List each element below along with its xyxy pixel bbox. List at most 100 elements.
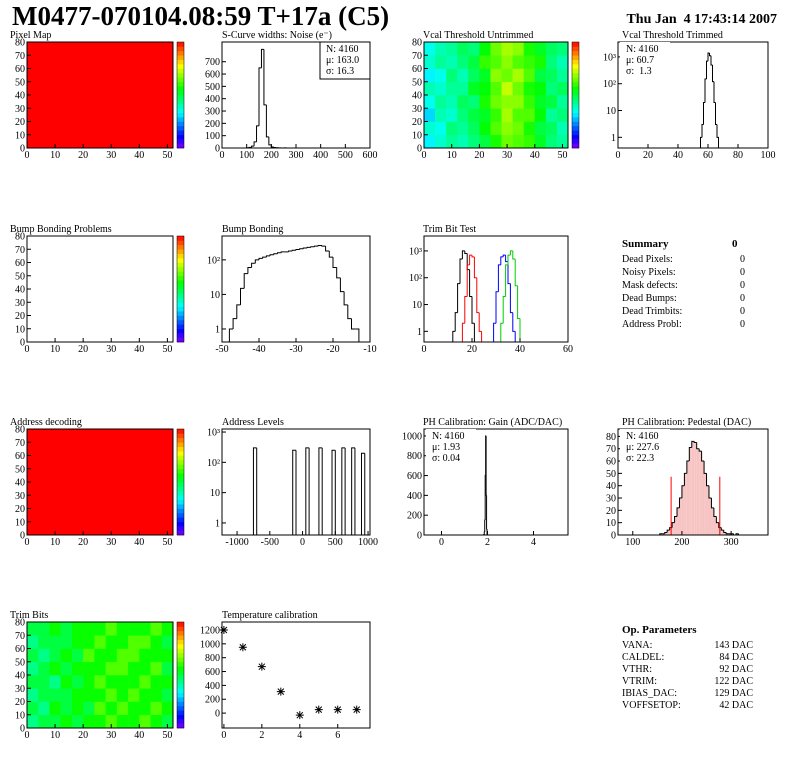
panel-title: PH Calibration: Gain (ADC/DAC) [423, 417, 562, 428]
map-cell [446, 121, 458, 136]
y-tick-label: 60 [15, 644, 25, 655]
map-cell [94, 622, 106, 636]
histogram-bin [509, 283, 513, 314]
summary-count: 0 [740, 267, 745, 278]
x-tick-label: 50 [162, 730, 172, 741]
colorbar-segment [177, 661, 184, 667]
histogram-bin [683, 472, 687, 486]
colorbar-segment [177, 284, 184, 290]
map-cell [128, 688, 140, 702]
stats-line: μ: 227.6 [626, 442, 659, 453]
map-cell [38, 648, 50, 663]
stats-line: N: 4160 [326, 44, 359, 55]
colorbar-segment [572, 112, 579, 118]
summary-count: 0 [740, 254, 745, 265]
map-cell [523, 81, 536, 96]
x-tick-label: 10 [50, 344, 60, 355]
x-tick-label: 200 [674, 537, 689, 548]
y-tick-label: 10 [15, 517, 25, 528]
map-cell [150, 688, 163, 702]
y-tick-label: 800 [205, 653, 220, 664]
map-cell [161, 675, 174, 689]
map-cell [501, 134, 513, 149]
histogram-bin [302, 247, 308, 249]
colorbar-segment [572, 42, 579, 47]
histogram-bin [314, 245, 319, 247]
map-cell [446, 68, 458, 83]
histogram-bin [471, 255, 475, 258]
histogram-bin [686, 460, 690, 474]
colorbar-segment [177, 315, 184, 321]
histogram-fill [696, 448, 700, 535]
x-tick-label: 10 [50, 537, 60, 548]
map-cell [468, 81, 480, 96]
histogram-bin [493, 322, 496, 342]
map-cell [49, 635, 61, 649]
map-cell [83, 635, 95, 649]
marker [295, 711, 304, 720]
colorbar-segment [177, 490, 184, 496]
map-cell [128, 675, 140, 689]
colorbar-segment [572, 95, 579, 100]
x-tick-label: -10 [363, 344, 376, 355]
histogram-bin [295, 248, 300, 251]
colorbar-segment [177, 459, 184, 465]
map-cell [27, 701, 39, 716]
histogram-bin [251, 145, 255, 148]
colorbar-segment [177, 266, 184, 272]
histogram-bin [500, 322, 504, 342]
x-tick-label: 30 [106, 344, 116, 355]
colorbar-segment [177, 723, 184, 729]
colorbar-segment [177, 679, 184, 685]
x-tick-label: 40 [134, 730, 144, 741]
map-cell [128, 648, 140, 663]
summary-label: Dead Bumps: [622, 293, 677, 304]
y-tick-label: 400 [205, 94, 220, 105]
map-cell [512, 108, 524, 122]
colorbar-segment [572, 55, 579, 60]
map-cell [128, 635, 140, 649]
map-cell [468, 121, 480, 136]
panel-title: Bump Bonding Problems [10, 224, 112, 235]
histogram-bin [360, 452, 365, 535]
y-tick-label: 80 [15, 618, 25, 629]
colorbar-segment [177, 504, 184, 509]
histogram-bin [676, 507, 680, 517]
x-tick-label: 1000 [358, 537, 378, 548]
y-tick-label: 30 [412, 104, 422, 115]
map-cell [457, 134, 469, 149]
histogram-bin [256, 125, 259, 142]
colorbar-segment [177, 90, 184, 96]
map-cell [545, 55, 558, 69]
colorbar-segment [177, 64, 184, 69]
x-tick-label: 0 [422, 344, 427, 355]
map-cell [501, 55, 513, 69]
x-tick-label: 50 [162, 150, 172, 161]
y-tick-label: 10 [210, 488, 220, 499]
histogram-bin [512, 312, 516, 332]
y-tick-label: 0 [417, 144, 422, 155]
colorbar-segment [177, 328, 184, 334]
histogram-bin [469, 254, 472, 265]
map-cell [94, 701, 106, 716]
colorbar-frame [176, 235, 185, 343]
histogram-fill [726, 533, 729, 535]
op-label: IBIAS_DAC: [622, 688, 677, 699]
histogram-bin [502, 295, 506, 324]
map-cell [435, 55, 447, 69]
summary-title: Summary [622, 238, 669, 250]
map-cell [49, 701, 61, 716]
colorbar-segment [177, 311, 184, 316]
histogram-bin [707, 52, 710, 62]
colorbar-segment [572, 77, 579, 83]
map-cell [512, 95, 524, 109]
histogram-bin [331, 449, 336, 535]
x-tick-label: 4 [531, 537, 536, 548]
map-cell [424, 42, 436, 56]
map-cell [435, 81, 447, 96]
x-tick-label: 2 [259, 730, 264, 741]
colorbar-segment [177, 482, 184, 487]
stats-line: N: 4160 [626, 44, 659, 55]
map-cell [60, 635, 73, 649]
